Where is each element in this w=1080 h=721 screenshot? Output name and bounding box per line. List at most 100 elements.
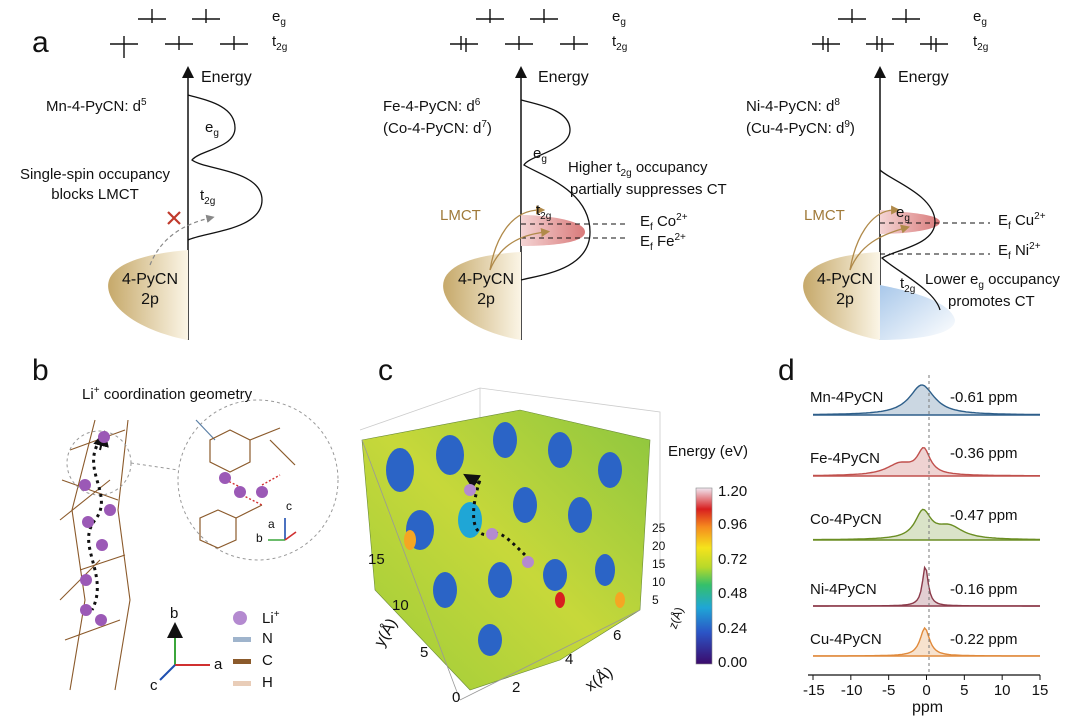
colorbar xyxy=(695,487,713,665)
y-tick: 5 xyxy=(420,644,429,661)
colorbar-tick: 0.96 xyxy=(718,516,748,533)
nmr-tick-label: -10 xyxy=(840,682,863,699)
mn-eg-label: eg xyxy=(272,8,286,28)
callout-line xyxy=(195,419,216,441)
nmr-peak-fill xyxy=(813,385,1040,415)
mn-eg-band: eg xyxy=(205,119,219,139)
ni-dos-fill xyxy=(880,210,940,234)
cell-axis-b: b xyxy=(170,605,179,622)
nmr-series-name: Ni-4PyCN xyxy=(810,581,877,598)
panel-label-c: c xyxy=(378,354,393,387)
fe-lmct-arrow2 xyxy=(489,227,551,271)
fe-ligand-lobe xyxy=(443,252,521,340)
mn-dos-curve xyxy=(187,94,263,241)
nmr-peak-fill xyxy=(813,509,1040,540)
fe-ligand-2: 2p xyxy=(477,291,495,308)
ni-eg-band: eg xyxy=(896,204,910,224)
nmr-ticks xyxy=(812,675,1041,680)
colorbar-tick: 0.48 xyxy=(718,585,748,602)
nmr-tick-label: 15 xyxy=(1031,682,1049,699)
fe-title-2: (Co-4-PyCN: d7) xyxy=(383,119,492,137)
fe-dos-curve xyxy=(520,99,591,281)
nmr-shift-label: -0.47 ppm xyxy=(950,507,1018,524)
ni-ligand-2: 2p xyxy=(836,291,854,308)
ni-levels xyxy=(812,9,948,52)
ni-title: Ni-4-PyCN: d8 xyxy=(746,97,840,115)
fe-levels xyxy=(450,9,588,52)
mn-levels xyxy=(110,9,248,58)
zoom-axes xyxy=(268,518,297,541)
fermi-lines xyxy=(521,222,990,255)
nmr-series-name: Mn-4PyCN xyxy=(810,389,884,406)
z-tick: 10 xyxy=(652,575,666,589)
ni-t2g-label: t2g xyxy=(973,33,989,53)
cell-axis-a: a xyxy=(214,656,223,673)
ni-t2g-band: t2g xyxy=(900,275,916,295)
surface-migration-path xyxy=(472,479,532,562)
nmr-tick-label: -5 xyxy=(881,682,896,699)
ni-eg-label: eg xyxy=(973,8,987,28)
x-tick: 4 xyxy=(565,651,574,668)
fe-title: Fe-4-PyCN: d6 xyxy=(383,97,481,115)
nmr-shift-label: -0.61 ppm xyxy=(950,389,1018,406)
mn-ligand-1: 4-PyCN xyxy=(121,271,178,288)
colorbar-tick: 1.20 xyxy=(718,483,748,500)
magnify-circle xyxy=(177,399,339,561)
nmr-traces xyxy=(813,384,1040,657)
y-tick: 10 xyxy=(392,597,409,614)
mn-t2g-band: t2g xyxy=(200,187,216,207)
mn-ligand-2: 2p xyxy=(141,291,159,308)
fe-note-2: partially suppresses CT xyxy=(570,181,727,198)
ni-note-1: Lower eg occupancy xyxy=(925,271,1060,291)
ni-lmct-arrow xyxy=(849,205,901,271)
fe-dos-fill xyxy=(521,215,585,246)
nmr-series-name: Fe-4PyCN xyxy=(810,450,881,467)
x-tick: 2 xyxy=(512,679,521,696)
fe-ef-co: Ef Co2+ xyxy=(640,212,688,233)
fe-note-1: Higher t2g occupancy xyxy=(568,159,708,179)
ni-dos-curve xyxy=(879,169,941,311)
fe-t2g-band: t2g xyxy=(536,202,552,222)
colorbar-tick: 0.24 xyxy=(718,620,748,637)
legend-c: C xyxy=(262,652,273,669)
fe-eg-band: eg xyxy=(533,145,547,165)
nmr-peak-fill xyxy=(813,567,1040,606)
ni-ef-cu: Ef Cu2+ xyxy=(998,211,1046,232)
mn-blocked-arrow xyxy=(149,214,215,266)
ni-lmct-label: LMCT xyxy=(804,207,845,224)
z-tick: 15 xyxy=(652,557,666,571)
legend-li: Li+ xyxy=(262,609,280,627)
nmr-tick-label: 10 xyxy=(993,682,1011,699)
surface-grid-lines xyxy=(361,439,641,701)
y-tick: 15 xyxy=(368,551,385,568)
zoom-axis-a: a xyxy=(268,517,275,531)
z-tick: 25 xyxy=(652,521,666,535)
ni-ligand-1: 4-PyCN xyxy=(816,271,873,288)
nmr-peak-fill xyxy=(813,628,1040,656)
nmr-peak-fill xyxy=(813,447,1040,476)
nmr-series-name: Co-4PyCN xyxy=(810,511,882,528)
panel-label-b: b xyxy=(32,354,49,387)
li-atoms xyxy=(79,431,116,626)
mn-title: Mn-4-PyCN: d5 xyxy=(46,97,147,115)
zoom-axis-b: b xyxy=(256,531,263,545)
nmr-tick-label: 0 xyxy=(922,682,931,699)
mn-ligand-lobe xyxy=(108,250,188,340)
surface-features xyxy=(386,422,625,656)
mn-t2g-label: t2g xyxy=(272,33,288,53)
nmr-trace-line xyxy=(813,384,1040,416)
x-tick: 6 xyxy=(613,627,622,644)
colorbar-tick: 0.00 xyxy=(718,654,748,671)
zoom-structure xyxy=(199,427,296,549)
ni-blue-fill xyxy=(880,285,955,340)
mn-energy-label: Energy xyxy=(201,69,252,86)
surface-li-atoms xyxy=(464,484,534,568)
blocked-x-icon xyxy=(167,211,181,225)
ni-ligand-lobe xyxy=(803,252,880,340)
z-tick: 20 xyxy=(652,539,666,553)
nmr-tick-label: 5 xyxy=(960,682,969,699)
nmr-shift-label: -0.16 ppm xyxy=(950,581,1018,598)
fe-t2g-label: t2g xyxy=(612,33,628,53)
nmr-series-name: Cu-4PyCN xyxy=(810,631,882,648)
